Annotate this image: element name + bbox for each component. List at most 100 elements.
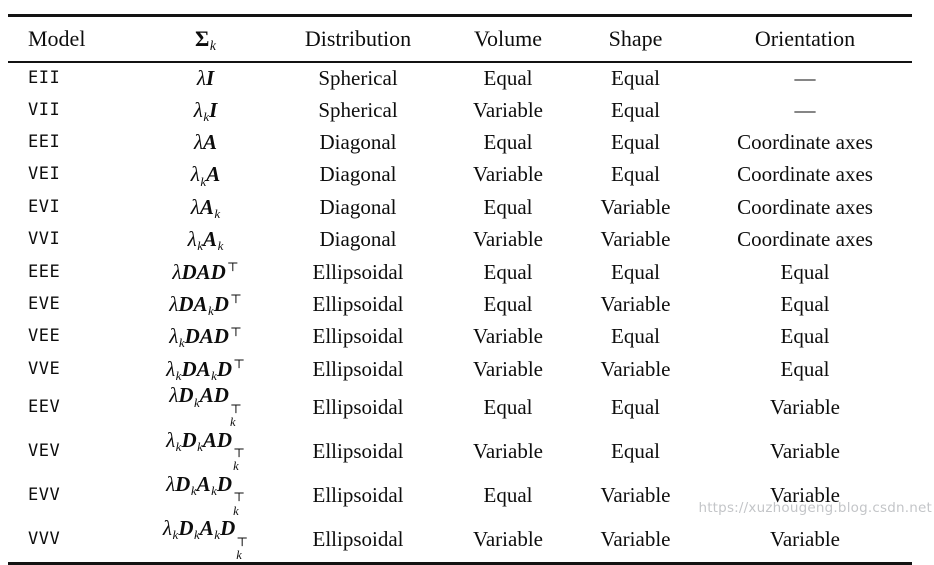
model-cell: VVI (28, 229, 61, 250)
model-cell: VEI (28, 164, 61, 185)
sigma-cell: λkI (193, 97, 218, 124)
table-row: EEE λDAD⊤ Ellipsoidal Equal Equal Equal (8, 256, 912, 288)
volume-cell: Equal (483, 483, 533, 508)
sigma-subscript: k (209, 38, 216, 54)
orientation-cell: Equal (780, 259, 830, 284)
orientation-cell: Coordinate axes (737, 129, 873, 154)
model-cell: EVI (28, 196, 61, 217)
orientation-cell: — (794, 97, 816, 122)
sigma-cell: λkDkAD ⊤ k (166, 427, 245, 474)
shape-cell: Equal (611, 394, 660, 419)
table-row: EEV λDkAD ⊤ k Ellipsoidal Equal Equal Vari… (8, 385, 912, 429)
distribution-cell: Diagonal (319, 227, 397, 252)
sigma-cell: λDAkD⊤ (169, 291, 242, 319)
volume-cell: Variable (473, 356, 543, 381)
table-row: VVE λkDAkD⊤ Ellipsoidal Variable Variabl… (8, 353, 912, 385)
orientation-cell: Coordinate axes (737, 227, 873, 252)
volume-cell: Variable (473, 439, 543, 464)
table-row: VEI λkA Diagonal Variable Equal Coordina… (8, 159, 912, 191)
shape-cell: Variable (600, 291, 671, 316)
distribution-cell: Ellipsoidal (312, 291, 404, 316)
shape-cell: Variable (600, 356, 671, 381)
table-row: VVI λkAk Diagonal Variable Variable Coor… (8, 223, 912, 255)
col-header-model: Model (8, 15, 138, 63)
col-header-distribution: Distribution (273, 15, 443, 63)
page: Model Σk Distribution Volume Shape Orien… (8, 14, 932, 565)
model-cell: EEI (28, 131, 61, 152)
distribution-cell: Ellipsoidal (312, 259, 404, 284)
sigma-cell: λA (193, 129, 218, 154)
table-row: EII λI Spherical Equal Equal — (8, 62, 912, 94)
distribution-cell: Ellipsoidal (312, 439, 404, 464)
shape-cell: Equal (611, 65, 660, 90)
table-row: EVI λAk Diagonal Equal Variable Coordina… (8, 191, 912, 223)
volume-cell: Equal (483, 65, 533, 90)
sigma-cell: λAk (190, 194, 221, 221)
orientation-cell: Equal (780, 356, 830, 381)
model-cell: VVE (28, 358, 61, 379)
shape-cell: Equal (611, 162, 660, 187)
sigma-cell: λDAD⊤ (172, 259, 239, 284)
volume-cell: Equal (483, 194, 533, 219)
distribution-cell: Ellipsoidal (312, 527, 404, 552)
volume-cell: Equal (483, 259, 533, 284)
col-header-sigma: Σk (138, 15, 273, 63)
sigma-cell: λDkAkD ⊤ k (166, 471, 245, 518)
orientation-cell: Equal (780, 291, 830, 316)
shape-cell: Variable (600, 194, 671, 219)
table-row: EVV λDkAkD ⊤ k Ellipsoidal Equal Variable … (8, 471, 912, 518)
shape-cell: Equal (611, 129, 660, 154)
volume-cell: Variable (473, 227, 543, 252)
volume-cell: Variable (473, 324, 543, 349)
volume-cell: Equal (483, 129, 533, 154)
sigma-cell: λDkAD ⊤ k (169, 383, 242, 430)
table-row: EEI λA Diagonal Equal Equal Coordinate a… (8, 126, 912, 158)
covariance-parameterization-table: Model Σk Distribution Volume Shape Orien… (8, 14, 912, 565)
sigma-cell: λkDAD⊤ (169, 324, 242, 351)
orientation-cell: Variable (770, 439, 840, 464)
distribution-cell: Diagonal (319, 129, 397, 154)
table-row: VEV λkDkAD ⊤ k Ellipsoidal Variable Equal … (8, 427, 912, 474)
orientation-cell: Variable (770, 527, 840, 552)
shape-cell: Variable (600, 227, 671, 252)
sigma-cell: λkDAkD⊤ (166, 356, 245, 383)
model-cell: VEV (28, 441, 61, 462)
sigma-cell: λkAk (187, 227, 224, 254)
volume-cell: Variable (473, 162, 543, 187)
orientation-cell: Variable (770, 483, 840, 508)
col-header-shape: Shape (573, 15, 698, 63)
csdn-watermark: https://xuzhougeng.blog.csdn.net (698, 500, 932, 516)
sigma-cell: λI (196, 65, 215, 90)
distribution-cell: Ellipsoidal (312, 356, 404, 381)
sigma-cell: λkA (190, 162, 221, 189)
distribution-cell: Ellipsoidal (312, 483, 404, 508)
col-header-orientation: Orientation (698, 15, 912, 63)
shape-cell: Variable (600, 483, 671, 508)
table-row: VVV λkDkAkD ⊤ k Ellipsoidal Variable Varia… (8, 517, 912, 564)
model-cell: VVV (28, 529, 61, 550)
distribution-cell: Spherical (318, 97, 398, 122)
shape-cell: Variable (600, 527, 671, 552)
sigma-symbol: Σ (195, 25, 210, 51)
distribution-cell: Ellipsoidal (312, 324, 404, 349)
shape-cell: Equal (611, 97, 660, 122)
table-row: VEE λkDAD⊤ Ellipsoidal Variable Equal Eq… (8, 321, 912, 353)
model-cell: EII (28, 67, 61, 88)
table-row: VII λkI Spherical Variable Equal — (8, 94, 912, 126)
shape-cell: Equal (611, 259, 660, 284)
model-cell: EEE (28, 261, 61, 282)
table-header-row: Model Σk Distribution Volume Shape Orien… (8, 15, 912, 63)
orientation-cell: Equal (780, 324, 830, 349)
table-body: EII λI Spherical Equal Equal — VII λkI S… (8, 62, 912, 564)
volume-cell: Equal (483, 291, 533, 316)
volume-cell: Variable (473, 97, 543, 122)
orientation-cell: Coordinate axes (737, 194, 873, 219)
volume-cell: Equal (483, 394, 533, 419)
model-cell: EVV (28, 485, 61, 506)
model-cell: EVE (28, 293, 61, 314)
orientation-cell: Coordinate axes (737, 162, 873, 187)
distribution-cell: Spherical (318, 65, 398, 90)
distribution-cell: Diagonal (319, 194, 397, 219)
distribution-cell: Diagonal (319, 162, 397, 187)
table-row: EVE λDAkD⊤ Ellipsoidal Equal Variable Eq… (8, 288, 912, 320)
